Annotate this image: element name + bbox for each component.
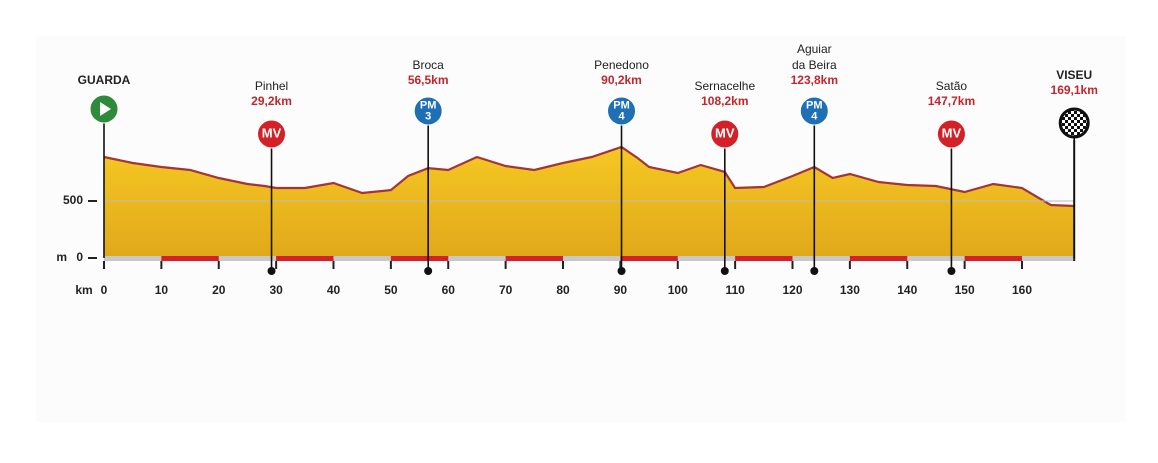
place-name: Pinhel	[255, 79, 288, 93]
badge-text: MV	[262, 125, 282, 140]
marker-dot	[267, 267, 276, 275]
marker-dot	[720, 267, 729, 275]
x-tick-label: 60	[442, 283, 456, 297]
place-name: Aguiar	[797, 42, 832, 56]
distance-label: 90,2km	[601, 73, 642, 87]
badge	[413, 96, 443, 126]
x-tick-label: 50	[384, 283, 398, 297]
badge-text: PM	[806, 99, 823, 111]
place-name: Satão	[936, 79, 968, 93]
distance-label: 147,7km	[928, 94, 975, 108]
x-axis	[104, 256, 1075, 261]
place-name: VISEU	[1056, 68, 1092, 82]
x-tick-label: 40	[327, 283, 341, 297]
axis-segment	[735, 256, 793, 261]
elevation-line	[103, 145, 1075, 208]
axis-segment	[161, 256, 219, 261]
x-tick-label: 70	[499, 283, 513, 297]
axis-segment	[390, 256, 449, 261]
x-axis-label: km	[75, 283, 92, 297]
place-name: Penedono	[594, 58, 649, 72]
badge-text: MV	[942, 125, 962, 140]
axis-segment	[849, 256, 908, 261]
x-tick-label: 10	[155, 283, 169, 297]
distance-label: 29,2km	[251, 94, 292, 108]
badge	[257, 119, 287, 149]
y-axis-label: m	[56, 250, 67, 264]
y-tick-label: 500	[63, 193, 83, 207]
badge	[1058, 107, 1090, 139]
marker-dot	[617, 267, 626, 275]
place-name: GUARDA	[78, 73, 131, 87]
badge-text: PM	[420, 99, 437, 111]
badge-text: PM	[613, 99, 630, 111]
y-tick-label: 0	[76, 250, 83, 264]
distance-label: 56,5km	[408, 73, 449, 87]
badge	[799, 96, 829, 126]
x-tick-label: 140	[897, 283, 917, 297]
marker-dot	[424, 267, 433, 275]
badge-text: MV	[715, 125, 735, 140]
distance-label: 123,8km	[791, 73, 838, 87]
axis-segment	[620, 256, 678, 261]
elevation-area	[104, 147, 1075, 258]
distance-label: 108,2km	[701, 94, 748, 108]
badge-text: 4	[811, 110, 818, 122]
place-name: Broca	[412, 58, 444, 72]
x-tick-label: 30	[269, 283, 283, 297]
x-tick-label: 90	[614, 283, 628, 297]
x-tick-label: 100	[668, 283, 688, 297]
badge	[936, 119, 966, 149]
badge	[607, 96, 637, 126]
x-tick-label: 20	[212, 283, 226, 297]
x-tick-label: 110	[725, 283, 745, 297]
x-tick-label: 80	[556, 283, 570, 297]
x-tick-label: 160	[1012, 283, 1032, 297]
badge-text: 4	[618, 110, 625, 122]
marker-dot	[810, 267, 819, 275]
marker: GUARDA	[78, 73, 131, 258]
x-tick-label: 0	[101, 283, 108, 297]
badge-text: 3	[425, 110, 431, 122]
place-name: Sernacelhe	[694, 79, 755, 93]
axis-segment	[505, 256, 563, 261]
axis-segment	[964, 256, 1022, 261]
x-tick-label: 120	[782, 283, 802, 297]
place-name: da Beira	[792, 58, 837, 72]
marker-dot	[947, 267, 956, 275]
distance-label: 169,1km	[1051, 83, 1098, 97]
axis-segment	[276, 256, 334, 261]
badge	[710, 119, 740, 149]
x-tick-label: 130	[840, 283, 860, 297]
start-icon	[100, 102, 111, 116]
x-tick-label: 150	[955, 283, 975, 297]
